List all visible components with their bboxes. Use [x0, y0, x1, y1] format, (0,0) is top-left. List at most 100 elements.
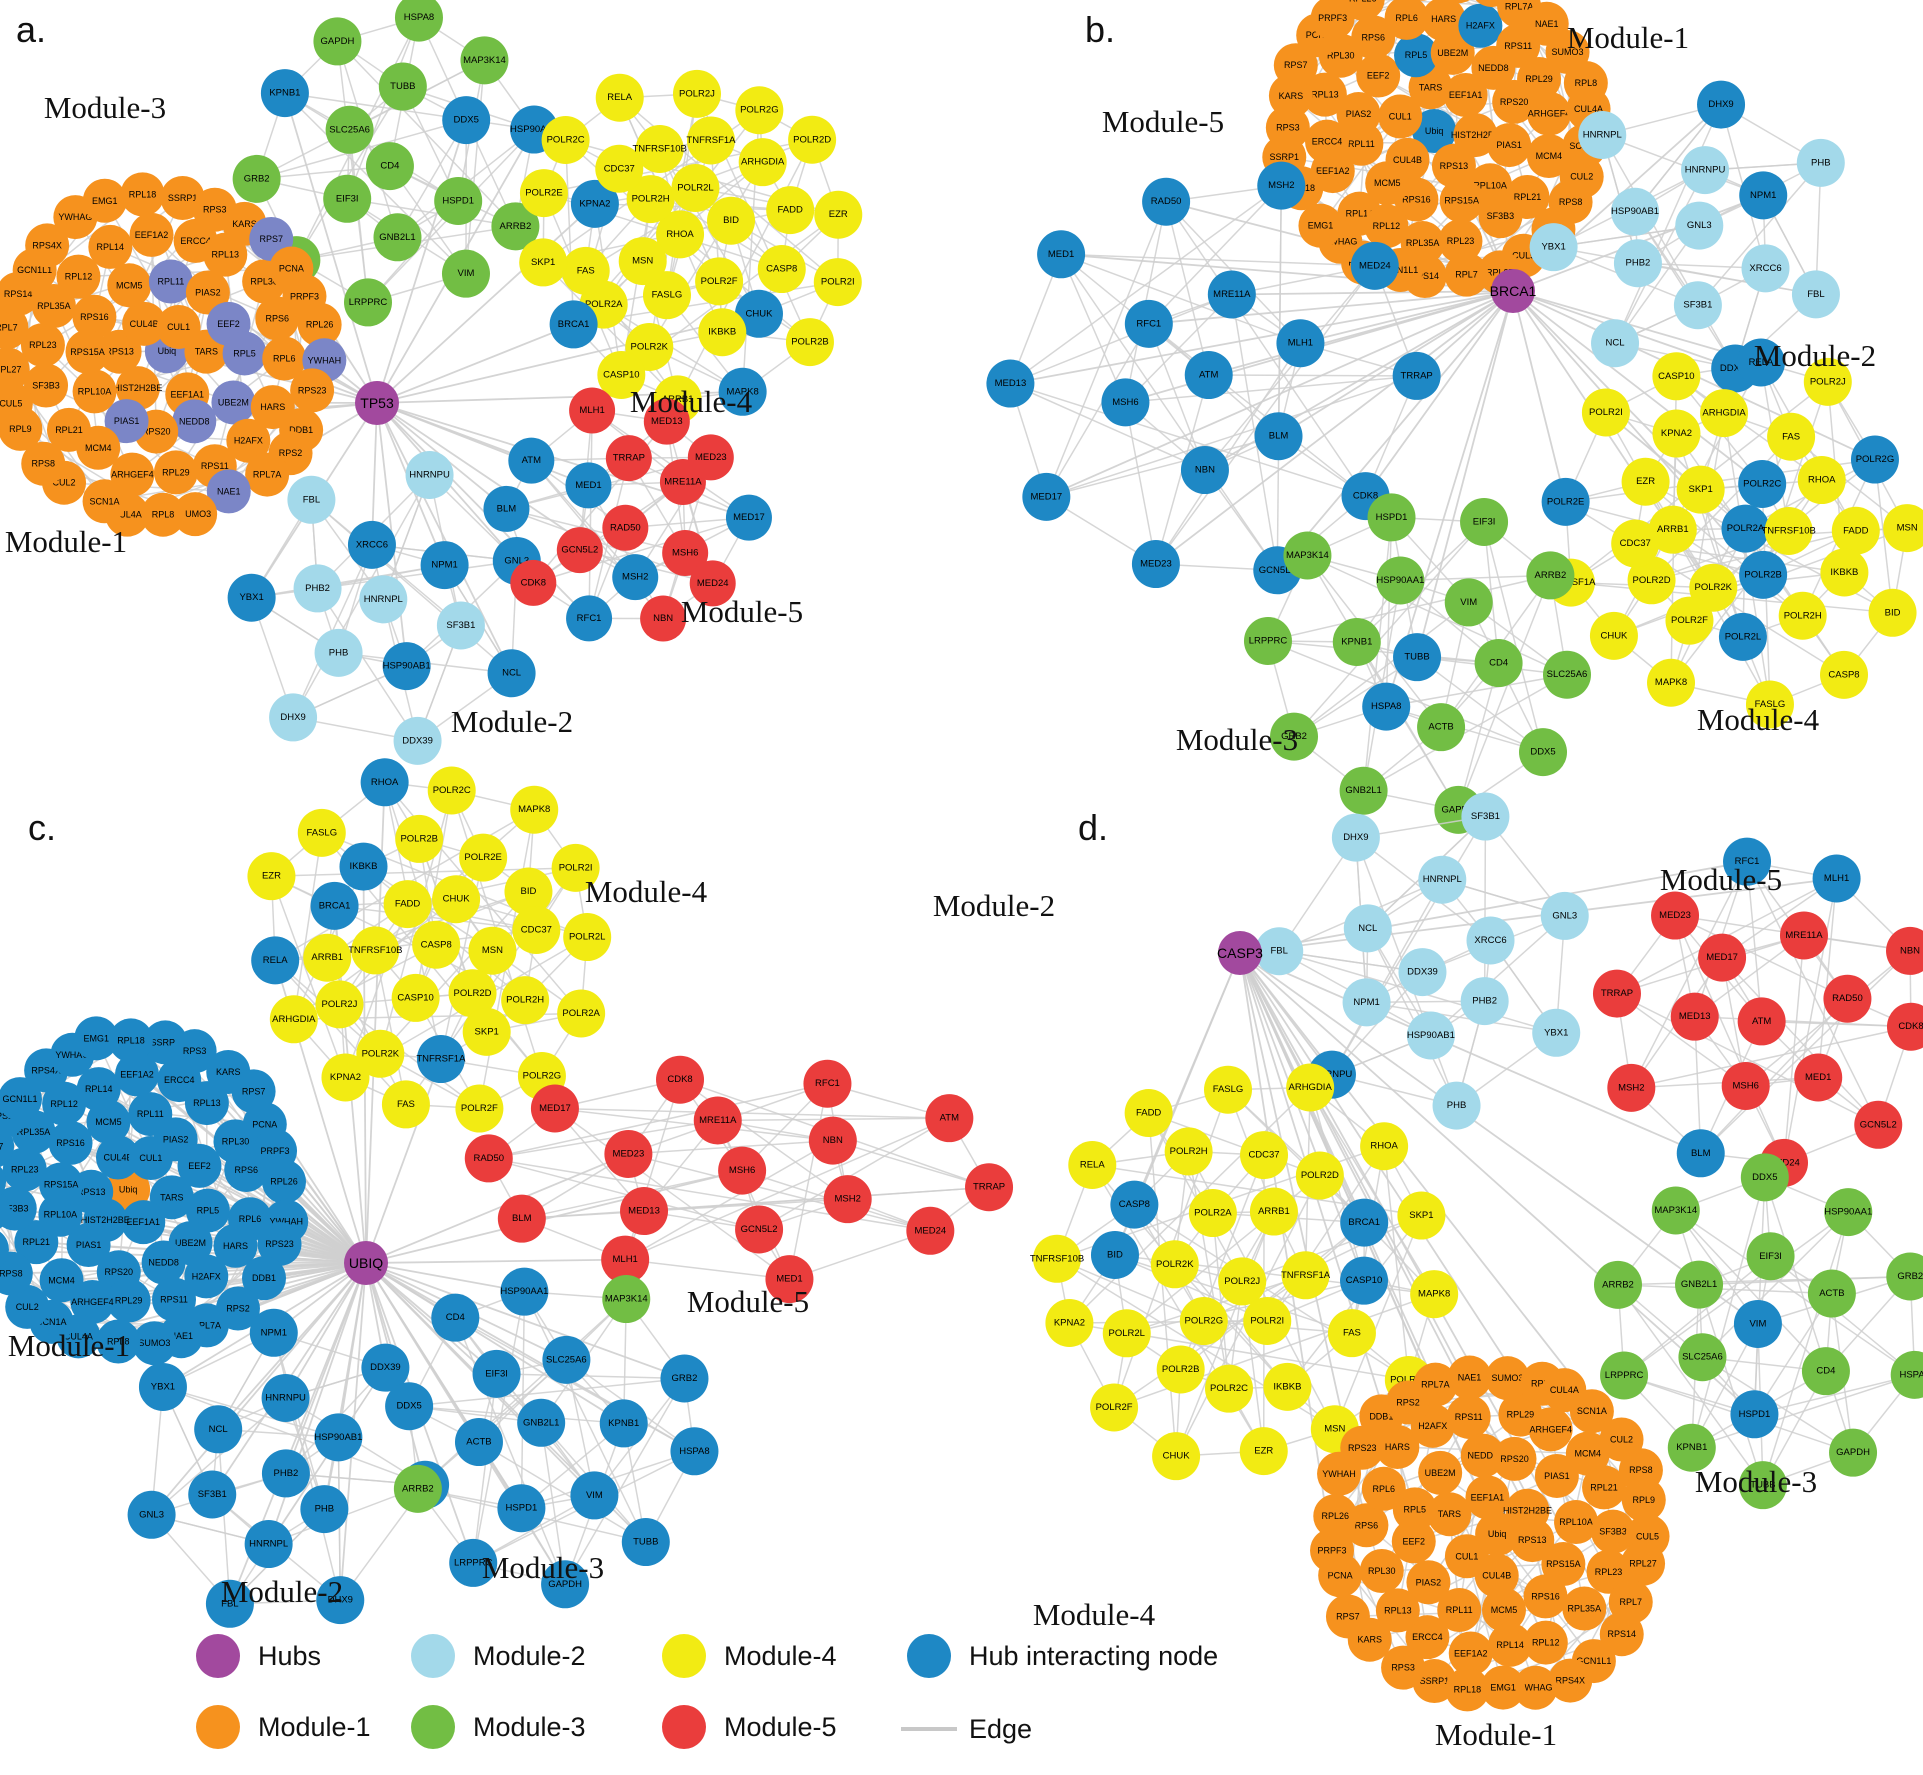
node-PIAS1[interactable]	[1487, 123, 1532, 168]
node-RPL26[interactable]	[1313, 1494, 1358, 1539]
node-POLR2H[interactable]	[501, 976, 550, 1025]
node-MAPK8[interactable]	[510, 785, 559, 834]
node-FAS[interactable]	[1327, 1309, 1376, 1358]
node-MED23[interactable]	[1651, 891, 1700, 940]
node-RPS23[interactable]	[1400, 0, 1444, 1]
node-SKP1[interactable]	[1397, 1191, 1446, 1240]
node-HSPA8[interactable]	[394, 0, 443, 42]
node-PRPF3[interactable]	[1310, 0, 1355, 40]
node-RAD50[interactable]	[1142, 177, 1191, 226]
node-RPL11[interactable]	[1437, 1587, 1482, 1632]
node-BLM[interactable]	[497, 1194, 546, 1243]
node-ARRB2[interactable]	[393, 1464, 442, 1513]
node-MRE11A[interactable]	[1779, 911, 1828, 960]
node-ARHGDIA[interactable]	[738, 138, 787, 187]
node-NCL[interactable]	[1591, 319, 1640, 368]
node-SLC25A6[interactable]	[325, 105, 374, 154]
node-GRB2[interactable]	[1886, 1252, 1923, 1301]
node-FBL[interactable]	[1791, 270, 1840, 319]
node-SCN1A[interactable]	[1569, 1389, 1614, 1434]
node-UBE2M[interactable]	[1430, 30, 1475, 75]
node-RPS15A[interactable]	[39, 1162, 84, 1207]
node-RPS8[interactable]	[0, 1251, 33, 1296]
node-KPNB1[interactable]	[599, 1399, 648, 1448]
node-EIF3I[interactable]	[1460, 497, 1509, 546]
node-Ubiq[interactable]	[1412, 109, 1457, 154]
node-EMG1[interactable]	[1298, 203, 1343, 248]
node-ARRB2[interactable]	[491, 202, 540, 251]
node-MED24[interactable]	[1350, 241, 1399, 290]
node-NEDD8[interactable]	[172, 399, 217, 444]
node-KPNA2[interactable]	[570, 179, 619, 228]
node-KPNB1[interactable]	[260, 69, 309, 118]
node-RPL35A[interactable]	[31, 284, 76, 329]
node-SF3B3[interactable]	[1591, 1509, 1636, 1554]
node-CDK8[interactable]	[656, 1055, 705, 1104]
node-DDB1[interactable]	[1436, 0, 1480, 4]
hub-node-UBIQ[interactable]	[344, 1241, 388, 1285]
node-POLR2D[interactable]	[788, 115, 837, 164]
node-POLR2F[interactable]	[455, 1084, 504, 1133]
node-HSPD1[interactable]	[1730, 1390, 1779, 1439]
node-RPL7A[interactable]	[1413, 1362, 1458, 1407]
node-GRB2[interactable]	[1270, 712, 1319, 761]
node-NEDD8[interactable]	[141, 1240, 186, 1285]
node-POLR2I[interactable]	[1581, 388, 1630, 437]
node-VIM[interactable]	[570, 1471, 619, 1520]
node-RHOA[interactable]	[1797, 456, 1846, 505]
node-EEF2[interactable]	[177, 1143, 222, 1188]
node-SKP1[interactable]	[1676, 465, 1725, 514]
node-SF3B3[interactable]	[1478, 194, 1523, 239]
node-RPS7[interactable]	[1273, 43, 1318, 88]
node-TARS[interactable]	[1427, 1492, 1472, 1537]
node-RPL12[interactable]	[1523, 1620, 1568, 1665]
node-POLR2J[interactable]	[1803, 357, 1852, 406]
node-TUBB[interactable]	[1738, 1461, 1787, 1510]
node-ERCC4[interactable]	[1305, 119, 1350, 164]
node-POLR2H[interactable]	[1778, 591, 1827, 640]
node-RPL26[interactable]	[297, 302, 342, 347]
node-ARRB2[interactable]	[1526, 551, 1575, 600]
node-HNRNPU[interactable]	[405, 451, 454, 500]
node-PHB[interactable]	[1796, 138, 1845, 187]
node-MAPK8[interactable]	[718, 367, 767, 416]
node-POLR2B[interactable]	[785, 318, 834, 367]
node-HSP90AB1[interactable]	[382, 642, 431, 691]
node-POLR2I[interactable]	[813, 258, 862, 307]
node-CHUK[interactable]	[1589, 611, 1638, 660]
node-CASP10[interactable]	[391, 973, 440, 1022]
node-ARHGEF4[interactable]	[1528, 1407, 1573, 1452]
node-MED1[interactable]	[1037, 230, 1086, 279]
node-MED1[interactable]	[565, 462, 612, 509]
node-TNFRSF10B[interactable]	[635, 124, 684, 173]
node-ARHGDIA[interactable]	[1700, 389, 1749, 438]
node-MCM4[interactable]	[1526, 134, 1571, 179]
node-YBX1[interactable]	[227, 573, 276, 622]
node-ARHGDIA[interactable]	[1286, 1063, 1335, 1112]
node-TNFRSF1A[interactable]	[686, 116, 735, 165]
node-CDC37[interactable]	[1240, 1131, 1289, 1180]
node-HIST2H2BE[interactable]	[1505, 1488, 1550, 1533]
node-HNRNPU[interactable]	[1681, 146, 1730, 195]
node-CUL4B[interactable]	[122, 301, 167, 346]
node-RPL14[interactable]	[76, 1067, 121, 1112]
node-DHX9[interactable]	[269, 693, 318, 742]
node-PHB2[interactable]	[293, 564, 342, 613]
node-HSPD1[interactable]	[497, 1484, 546, 1533]
node-YBX1[interactable]	[1532, 1008, 1581, 1057]
node-HSPA8[interactable]	[670, 1427, 719, 1476]
node-TRRAP[interactable]	[605, 435, 652, 482]
node-EMG1[interactable]	[74, 1016, 119, 1061]
node-GNL3[interactable]	[1675, 201, 1724, 250]
node-POLR2L[interactable]	[563, 913, 612, 962]
node-EEF1A2[interactable]	[129, 212, 174, 257]
node-EIF3I[interactable]	[472, 1349, 521, 1398]
node-BID[interactable]	[1090, 1230, 1139, 1279]
node-RHOA[interactable]	[656, 210, 705, 259]
node-NPM1[interactable]	[1342, 978, 1391, 1027]
node-RPL12[interactable]	[56, 254, 101, 299]
node-ATM[interactable]	[508, 437, 555, 484]
node-MCM5[interactable]	[1481, 1587, 1526, 1632]
node-EZR[interactable]	[247, 852, 296, 901]
node-FAS[interactable]	[381, 1080, 430, 1129]
